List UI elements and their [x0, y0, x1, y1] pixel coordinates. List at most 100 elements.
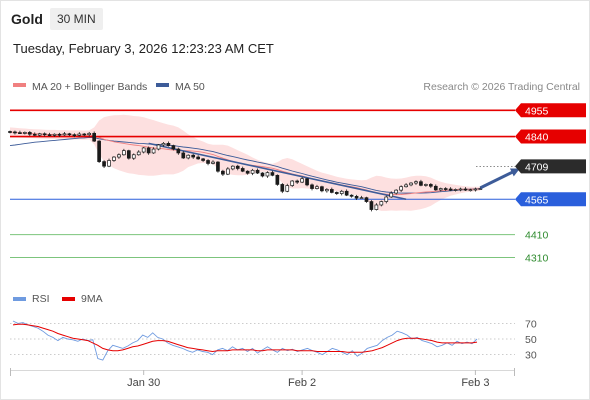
candle: [151, 147, 156, 154]
rsi-ma-line: [12, 323, 478, 353]
candle: [37, 132, 42, 137]
level-tag-4709: 4709: [515, 159, 586, 174]
candle: [409, 182, 413, 187]
candle: [13, 130, 17, 135]
candle: [394, 189, 399, 195]
candle: [27, 131, 32, 137]
candle: [349, 194, 354, 198]
candle: [315, 184, 319, 190]
instrument-title: Gold: [11, 11, 43, 27]
candle: [186, 154, 191, 160]
candle: [67, 132, 72, 137]
candle: [379, 200, 384, 207]
candle: [320, 185, 324, 193]
svg-text:4565: 4565: [525, 194, 549, 206]
candle: [102, 160, 106, 169]
candle: [87, 131, 92, 137]
legend-swatch-ma50: [156, 83, 169, 87]
candle: [230, 165, 235, 171]
candle: [295, 179, 299, 184]
candle: [226, 167, 230, 176]
candle: [344, 189, 349, 197]
x-axis: Jan 30 Feb 2 Feb 3: [10, 368, 515, 389]
research-credit: Research © 2026 Trading Central: [423, 81, 580, 93]
candle: [18, 130, 22, 135]
x-tick-label: Feb 2: [288, 377, 316, 389]
candle: [141, 147, 146, 154]
candle: [399, 185, 403, 192]
candle: [473, 187, 478, 192]
candle: [32, 132, 37, 137]
candle: [156, 144, 161, 151]
candle: [414, 180, 418, 185]
candle: [211, 160, 215, 165]
candle: [275, 174, 280, 186]
candle: [285, 183, 290, 193]
candle: [126, 149, 131, 160]
candle: [235, 164, 240, 171]
candle: [290, 180, 295, 187]
rsi-tick-30: 30: [525, 350, 537, 362]
candle: [369, 200, 374, 212]
candle: [171, 144, 176, 151]
candle: [334, 191, 339, 195]
legend-label-9ma: 9MA: [81, 293, 103, 305]
price-legend: MA 20 + Bollinger Bands MA 50: [13, 81, 205, 93]
bollinger-band: [10, 114, 481, 211]
candle: [404, 183, 408, 188]
candle: [206, 159, 210, 166]
candle: [176, 147, 181, 155]
candle: [389, 191, 394, 198]
datetime-label: Tuesday, February 3, 2026 12:23:23 AM CE…: [13, 41, 274, 56]
candle: [181, 151, 186, 159]
candle: [270, 170, 275, 177]
svg-text:4709: 4709: [525, 161, 549, 173]
candle: [72, 133, 77, 138]
candle: [8, 130, 12, 134]
trendline: [148, 142, 407, 201]
candle: [374, 203, 379, 211]
candle: [117, 153, 121, 159]
candle: [250, 168, 255, 176]
candle: [146, 146, 151, 155]
candle: [468, 188, 473, 192]
projection-arrow: [479, 168, 520, 190]
legend-label-ma50: MA 50: [175, 81, 205, 93]
svg-text:4840: 4840: [525, 132, 549, 144]
x-tick-label: Jan 30: [127, 377, 160, 389]
svg-text:4310: 4310: [525, 252, 549, 264]
rsi-plot-area: 70 50 30: [10, 318, 537, 362]
candle: [240, 166, 245, 173]
candle: [42, 132, 47, 137]
candle: [201, 157, 205, 162]
candle: [448, 187, 453, 192]
candle: [77, 132, 82, 137]
candle: [47, 132, 52, 137]
candle: [191, 153, 196, 159]
candle: [364, 196, 369, 203]
candle: [265, 171, 270, 178]
candle: [62, 131, 67, 136]
legend-swatch-ma20: [13, 83, 26, 87]
candle: [354, 194, 359, 200]
candle: [136, 150, 141, 156]
candle: [463, 187, 468, 192]
x-tick-label: Feb 3: [461, 377, 489, 389]
rsi-tick-70: 70: [525, 318, 537, 330]
candle: [329, 187, 334, 194]
candle: [453, 188, 458, 192]
candle: [161, 141, 166, 147]
candle: [166, 141, 171, 147]
candle: [107, 158, 111, 168]
candle: [443, 187, 448, 191]
level-tag-4955: 4955: [515, 103, 586, 118]
candle: [216, 161, 220, 173]
candle: [305, 177, 309, 187]
timeframe-badge[interactable]: 30 MIN: [50, 8, 103, 30]
candle: [112, 156, 116, 162]
level-tag-4310: 4310: [525, 252, 549, 264]
candle: [339, 189, 344, 196]
candle: [92, 131, 97, 142]
legend-swatch-9ma: [62, 297, 75, 301]
